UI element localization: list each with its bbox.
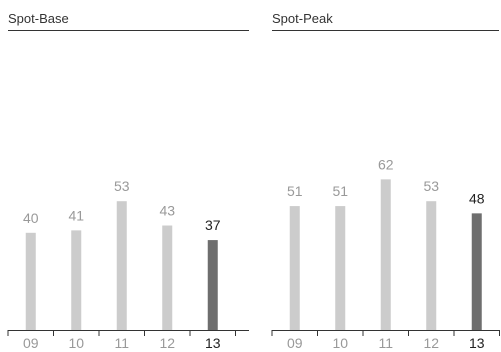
data-label-09: 40 (23, 210, 39, 226)
chart-title: Spot-Base (8, 11, 69, 26)
data-label-13: 37 (205, 217, 221, 233)
data-label-10: 51 (332, 183, 348, 199)
data-label-13: 48 (469, 190, 485, 206)
data-label-12: 43 (159, 203, 175, 219)
bar-10 (71, 230, 82, 330)
x-axis-ticks (7, 330, 236, 336)
x-tick-label-09: 09 (287, 335, 303, 351)
bar-12 (426, 201, 437, 330)
x-tick-label-10: 10 (68, 335, 84, 351)
x-tick-label-11: 11 (114, 335, 129, 351)
data-label-10: 41 (68, 207, 84, 223)
x-tick-labels: 09 10 11 12 13 (287, 335, 485, 351)
bar-13 (471, 213, 482, 330)
x-tick-label-12: 12 (159, 335, 175, 351)
data-label-09: 51 (287, 183, 303, 199)
bar-10 (335, 206, 346, 330)
x-tick-label-11: 11 (378, 335, 393, 351)
bars (289, 179, 482, 330)
x-tick-label-09: 09 (23, 335, 39, 351)
data-label-12: 53 (423, 178, 439, 194)
x-tick-label-13: 13 (205, 335, 221, 351)
data-labels: 51 51 62 53 48 (287, 156, 485, 206)
bar-11 (116, 201, 127, 330)
x-axis-ticks (271, 330, 500, 336)
bar-13 (207, 240, 218, 330)
bar-11 (380, 179, 391, 330)
data-labels: 40 41 53 43 37 (23, 178, 221, 233)
x-tick-label-10: 10 (332, 335, 348, 351)
x-tick-label-12: 12 (423, 335, 439, 351)
bar-12 (162, 225, 173, 330)
bar-09 (289, 206, 300, 330)
chart-title: Spot-Peak (272, 11, 333, 26)
data-label-11: 62 (378, 156, 394, 172)
chart-panel-spot-base: Spot-Base 40 41 53 43 37 09 10 11 12 13 (7, 11, 249, 351)
chart-panel-spot-peak: Spot-Peak 51 51 62 53 48 09 10 11 12 13 (271, 11, 500, 351)
x-tick-labels: 09 10 11 12 13 (23, 335, 221, 351)
bar-09 (25, 232, 36, 330)
bars (25, 201, 218, 330)
x-tick-label-13: 13 (469, 335, 485, 351)
data-label-11: 53 (114, 178, 130, 194)
